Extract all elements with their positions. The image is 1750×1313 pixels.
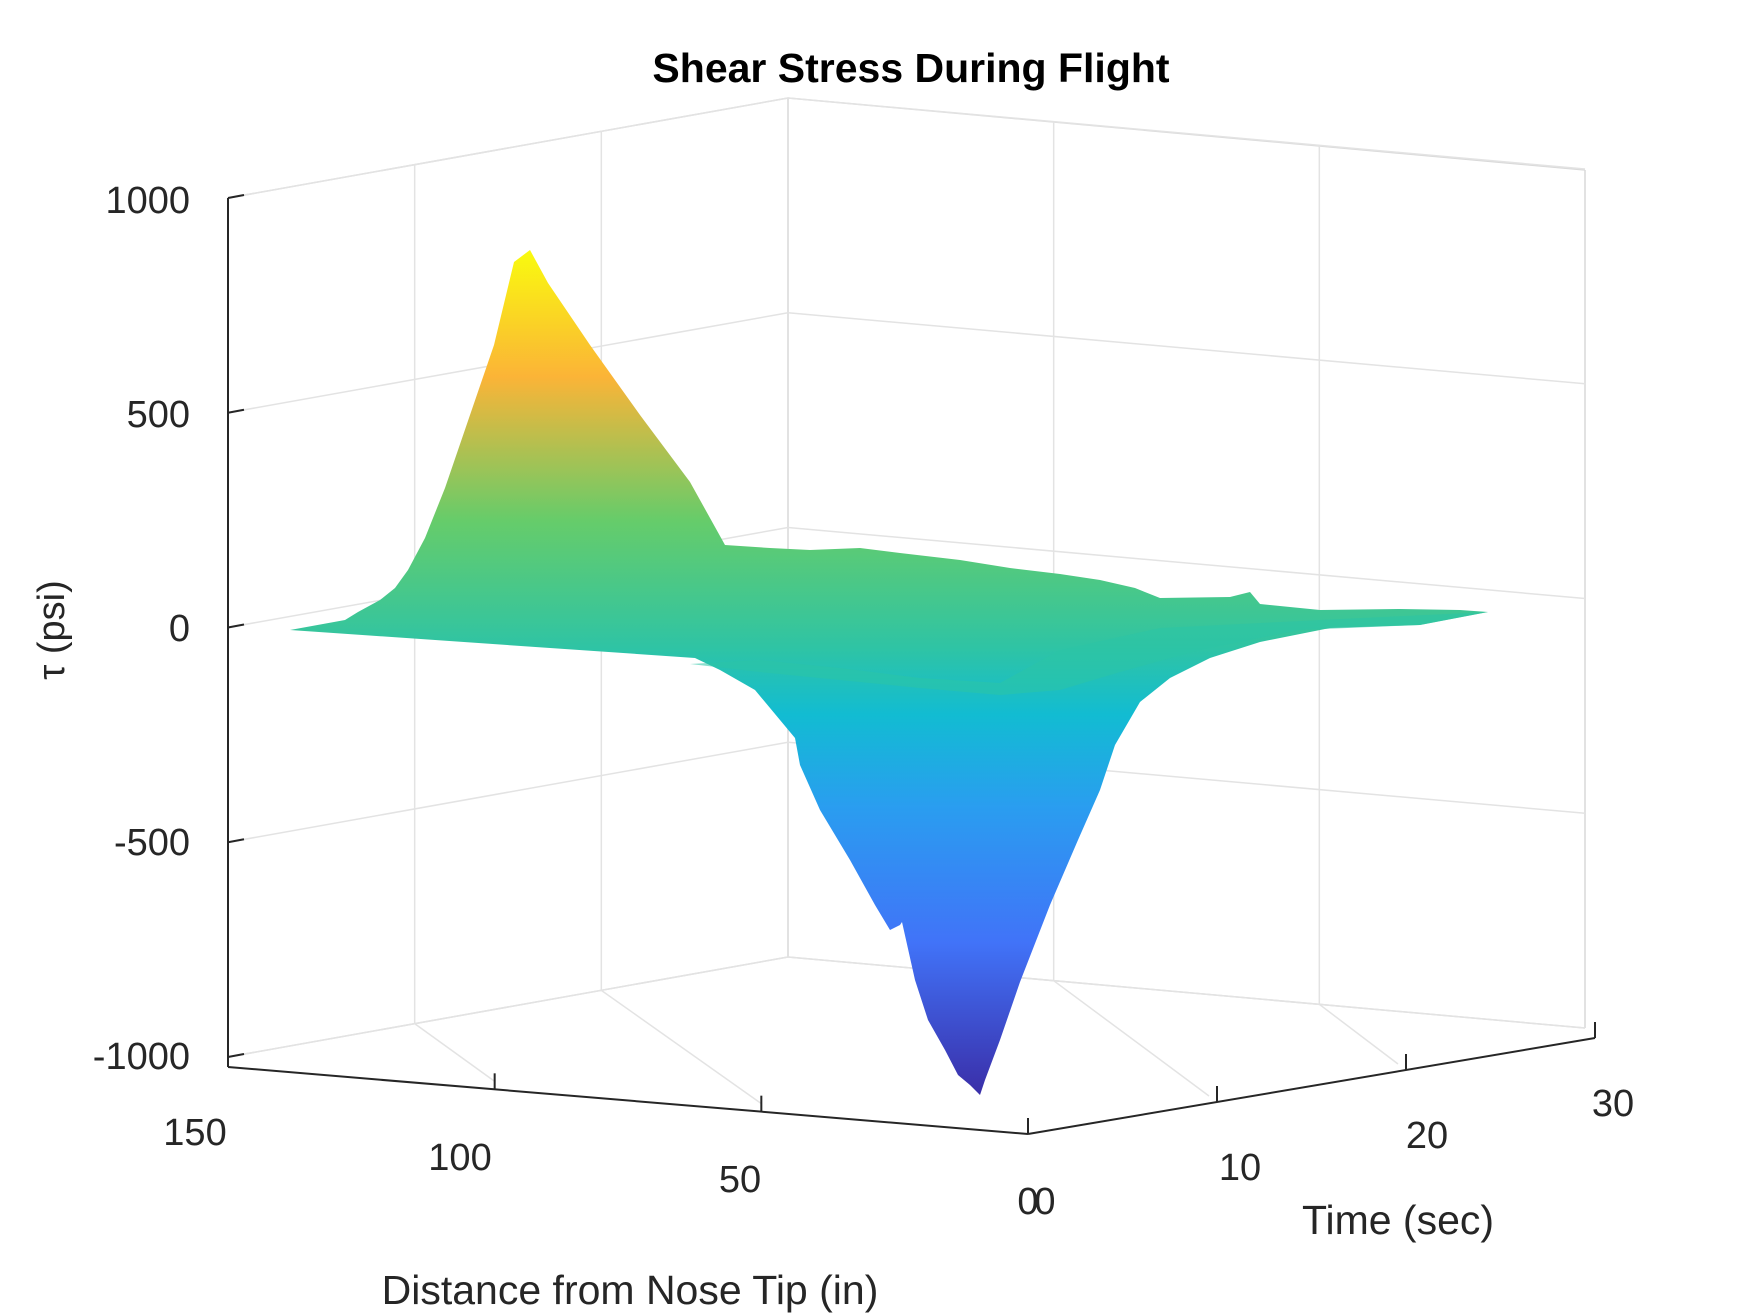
z-tick-label-minus1000: -1000 <box>93 1036 190 1078</box>
z-tick-label-500: 500 <box>127 394 190 436</box>
x-axis: 150 100 50 0 Distance from Nose Tip (in) <box>163 1051 1039 1313</box>
y-tick-label-30: 30 <box>1592 1083 1634 1125</box>
y-grid-floor-1 <box>1318 1003 1399 1065</box>
chart-title-text: Shear Stress During Flight <box>652 45 1169 91</box>
z-grid-right-500 <box>787 312 1586 385</box>
surface-highlight <box>690 612 1488 695</box>
x-tick-label-150: 150 <box>163 1112 226 1154</box>
z-tick-label-1000: 1000 <box>105 180 190 222</box>
z-grid-right-0 <box>787 526 1586 600</box>
z-grid-left-1000 <box>227 97 789 199</box>
z-grid-left--500 <box>227 741 789 843</box>
x-tick-label-100: 100 <box>428 1137 491 1179</box>
y-axis-label: Time (sec) <box>1302 1197 1494 1243</box>
x-grid-floor-1 <box>600 989 762 1105</box>
y-tick-label-10: 10 <box>1219 1147 1261 1189</box>
z-tick-label-minus500: -500 <box>114 822 190 864</box>
surface-sheet <box>290 250 1488 1095</box>
y-axis-line <box>1027 1037 1596 1135</box>
z-tick-500 <box>227 408 245 414</box>
z-tick--1000 <box>227 1053 245 1058</box>
x-tick-marks <box>227 1051 1029 1134</box>
y-axis: 0 10 20 30 Time (sec) <box>1027 1022 1634 1243</box>
y-tick-marks <box>1027 1022 1596 1134</box>
x-grid-floor-0 <box>414 1023 496 1082</box>
y-tick-label-0: 0 <box>1034 1181 1055 1223</box>
y-tick-label-20: 20 <box>1406 1115 1448 1157</box>
x-axis-label: Distance from Nose Tip (in) <box>382 1267 879 1313</box>
z-tick-marks <box>227 194 245 1058</box>
z-axis-label: τ (psi) <box>31 580 73 679</box>
z-tick-0 <box>227 623 245 629</box>
x-axis-line <box>227 1066 1029 1135</box>
z-grid-right--1000 <box>787 956 1586 1029</box>
z-axis: 1000 500 0 -500 -1000 τ (psi) <box>31 180 245 1078</box>
y-grid-floor-0 <box>1053 980 1210 1097</box>
z-grid-right-1000 <box>787 97 1586 170</box>
chart-title: Shear Stress During Flight <box>652 45 1169 91</box>
z-tick-1000 <box>227 194 245 199</box>
surface-plot <box>290 250 1488 1095</box>
x-tick-label-50: 50 <box>719 1159 761 1201</box>
x-tick-label-0: 0 <box>1017 1181 1038 1223</box>
z-tick--500 <box>227 838 245 844</box>
z-grid-left--1000 <box>227 956 789 1058</box>
z-tick-label-0: 0 <box>169 608 190 650</box>
